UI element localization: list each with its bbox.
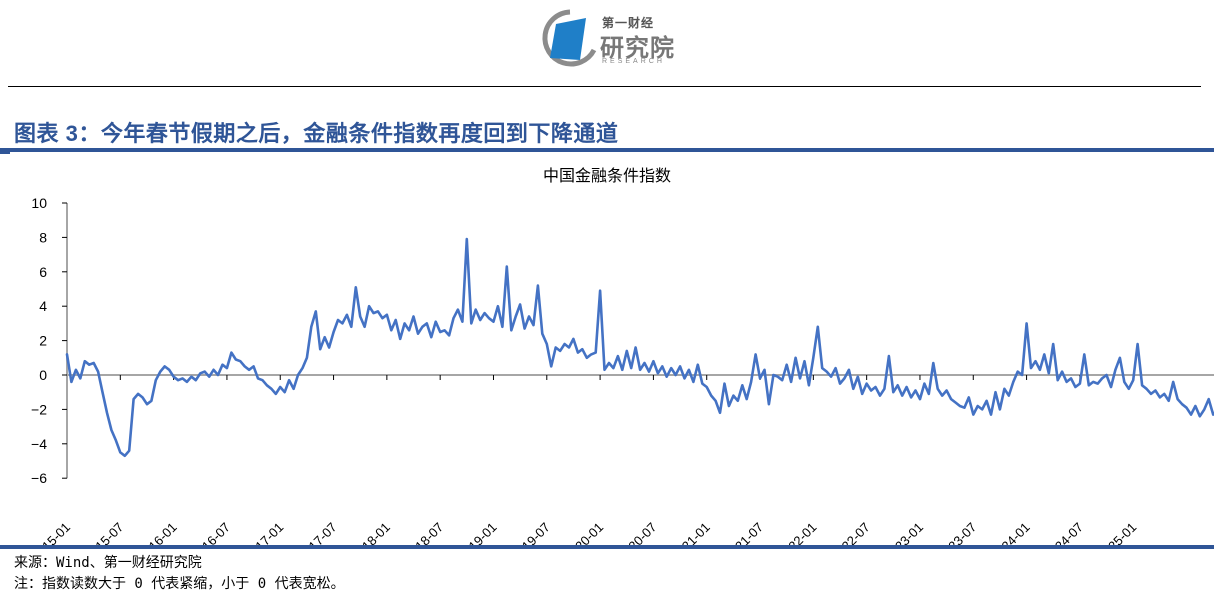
y-tick-label: 4 (39, 298, 47, 314)
header-divider (8, 86, 1201, 87)
x-tick-label: 2024-01 (988, 520, 1032, 545)
logo-emblem-icon (542, 9, 597, 67)
x-tick-label: 2016-01 (135, 520, 179, 545)
x-tick-label: 2023-07 (935, 520, 979, 545)
x-tick-label: 2018-07 (402, 520, 446, 545)
series-financial-conditions-index (65, 237, 1214, 458)
footer-divider (0, 545, 1214, 549)
logo: 第一财经 研究院 RESEARCH (540, 6, 690, 72)
y-tick-label: 6 (39, 264, 47, 280)
y-tick-label: 0 (39, 367, 47, 383)
x-tick-label: 2015-01 (29, 520, 73, 545)
title-underline-tab (0, 148, 10, 154)
x-tick-label: 2022-01 (775, 520, 819, 545)
x-tick-label: 2017-01 (242, 520, 286, 545)
x-axis: 2015-01 2015-07 2016-01 2016-07 2017-01 2017-… (29, 374, 1214, 545)
series-line (65, 237, 1214, 458)
x-tick-label: 2022-07 (828, 520, 872, 545)
x-tick-label: 2021-01 (668, 520, 712, 545)
x-tick-label: 2020-07 (615, 520, 659, 545)
figure-title: 图表 3：今年春节假期之后，金融条件指数再度回到下降通道 (14, 121, 619, 146)
y-tick-label: −6 (31, 470, 47, 486)
x-tick-label: 2017-07 (295, 520, 339, 545)
y-tick-label: −2 (31, 401, 47, 417)
chart-title: 中国金融条件指数 (542, 168, 671, 185)
x-tick-label: 2025-01 (1095, 520, 1139, 545)
y-tick-label: 2 (39, 333, 47, 349)
explanation-note: 注：指数读数大于 0 代表紧缩，小于 0 代表宽松。 (14, 576, 345, 592)
x-tick-label: 2019-07 (509, 520, 553, 545)
source-note: 来源：Wind、第一财经研究院 (14, 555, 202, 571)
x-tick-label: 2015-07 (82, 520, 126, 545)
logo-line-2: 研究院 (600, 35, 675, 62)
logo-line-1: 第一财经 (602, 16, 655, 30)
x-tick-label: 2023-01 (882, 520, 926, 545)
y-tick-label: 10 (31, 195, 47, 211)
x-tick-label: 2020-01 (562, 520, 606, 545)
x-tick-label: 2019-01 (455, 520, 499, 545)
y-axis: 10 8 6 4 2 0 −2 −4 −6 (31, 195, 68, 486)
line-chart: 10 8 6 4 2 0 −2 −4 −6 2015-01 2015-07 2016-01 2016-… (29, 195, 1214, 545)
x-tick-label: 2018-01 (349, 520, 393, 545)
x-tick-label: 2021-07 (722, 520, 766, 545)
x-tick-label: 2024-07 (1042, 520, 1086, 545)
title-underline (0, 148, 1214, 152)
logo-line-3: RESEARCH (602, 58, 665, 65)
x-tick-label: 2016-07 (189, 520, 233, 545)
y-tick-label: 8 (39, 229, 47, 245)
y-tick-label: −4 (31, 436, 47, 452)
